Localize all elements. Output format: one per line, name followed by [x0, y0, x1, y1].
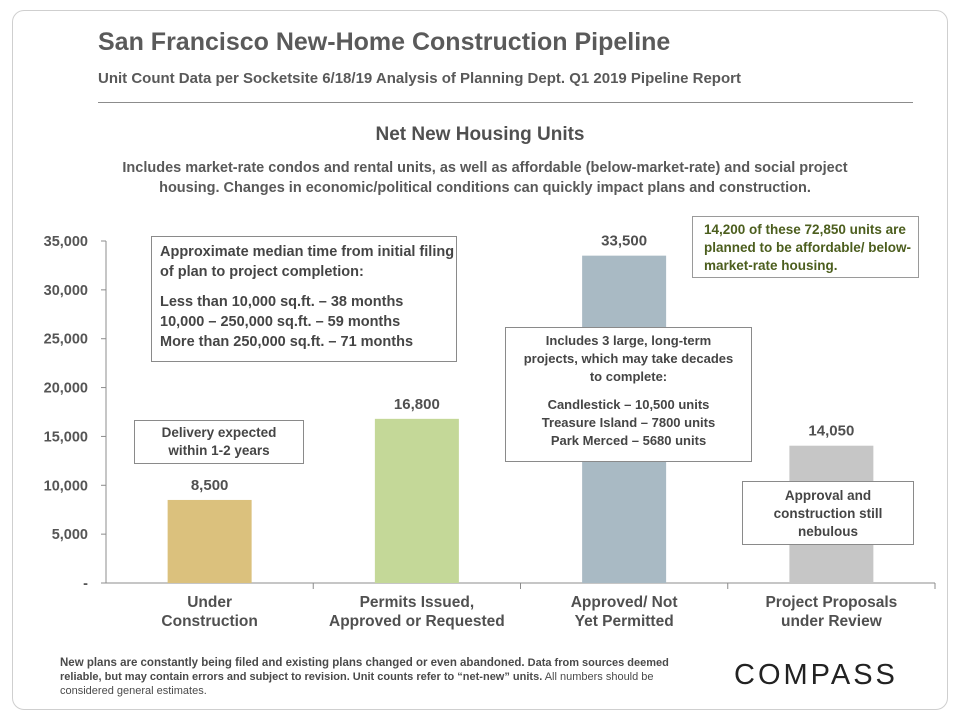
x-category-label: under Review	[781, 613, 883, 630]
x-category-label: Approved or Requested	[329, 613, 505, 630]
bar-data-label: 33,500	[601, 233, 647, 250]
large-projects-line: Candlestick – 10,500 units	[547, 397, 710, 412]
y-tick-label: 30,000	[44, 283, 88, 299]
bar-data-label: 16,800	[394, 396, 440, 413]
y-tick-label: 35,000	[44, 234, 88, 250]
large-projects-line: Park Merced – 5680 units	[550, 433, 707, 448]
delivery-annotation: Delivery expected within 1-2 years	[134, 420, 304, 464]
chart-title: Net New Housing Units	[375, 124, 585, 145]
bar-data-label: 14,050	[808, 423, 854, 440]
footer-last: All numbers should be considered general…	[60, 671, 654, 697]
affordable-annotation: 14,200 of these 72,850 units are planned…	[692, 216, 919, 278]
median-time-annotation: Approximate median time from initial fil…	[151, 236, 457, 362]
footer-lead: New plans are constantly being filed and…	[60, 657, 525, 669]
chart-description-line: housing. Changes in economic/political c…	[159, 180, 811, 196]
large-projects-annotation: Includes 3 large, long-term projects, wh…	[505, 327, 752, 462]
proposals-annotation: Approval and construction still nebulous	[742, 481, 914, 545]
x-category-label: Construction	[161, 613, 257, 630]
y-tick-label: 20,000	[44, 381, 88, 397]
large-projects-intro: Includes 3 large, long-term projects, wh…	[523, 333, 734, 384]
median-time-line: Less than 10,000 sq.ft. – 38 months	[160, 294, 404, 310]
footer-rest: Data from sources deemed reliable, but m…	[60, 657, 669, 683]
y-tick-label: -	[83, 576, 88, 592]
y-tick-label: 10,000	[44, 478, 88, 494]
median-time-heading: Approximate median time from initial fil…	[160, 244, 455, 280]
proposals-text: Approval and construction still nebulous	[773, 488, 883, 539]
compass-logo: COMPASS	[734, 659, 898, 691]
x-category-label: Under	[187, 594, 232, 611]
footer-disclaimer: New plans are constantly being filed and…	[60, 656, 680, 698]
y-tick-label: 15,000	[44, 429, 88, 445]
x-category-label: Approved/ Not	[571, 594, 678, 611]
y-tick-label: 5,000	[52, 527, 88, 543]
large-projects-line: Treasure Island – 7800 units	[541, 415, 716, 430]
bar	[374, 418, 459, 583]
x-category-label: Project Proposals	[765, 594, 897, 611]
x-category-label: Yet Permitted	[575, 613, 674, 630]
median-time-line: More than 250,000 sq.ft. – 71 months	[160, 334, 414, 350]
chart-description: Includes market-rate condos and rental u…	[70, 158, 900, 198]
bar-data-label: 8,500	[191, 477, 229, 494]
chart-description-line: Includes market-rate condos and rental u…	[122, 160, 848, 176]
median-time-line: 10,000 – 250,000 sq.ft. – 59 months	[160, 314, 401, 330]
page-subtitle: Unit Count Data per Socketsite 6/18/19 A…	[98, 70, 741, 87]
header-divider	[98, 102, 913, 103]
delivery-text: Delivery expected within 1-2 years	[161, 425, 277, 458]
bar	[167, 499, 252, 583]
y-tick-label: 25,000	[44, 332, 88, 348]
page-title: San Francisco New-Home Construction Pipe…	[98, 28, 671, 56]
x-category-label: Permits Issued,	[360, 594, 475, 611]
